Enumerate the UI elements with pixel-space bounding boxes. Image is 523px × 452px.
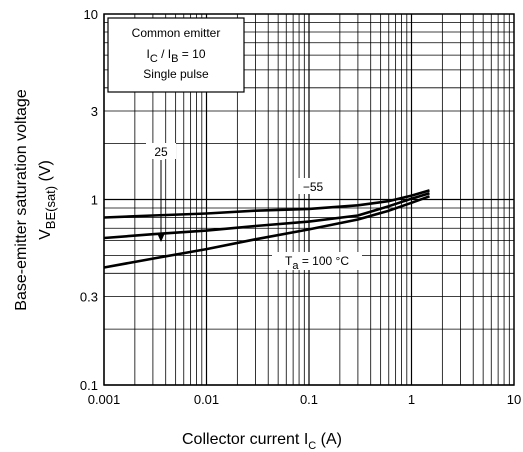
series-label-minus55: −55 [303,180,324,194]
tick-labels: 0.001 0.01 0.1 1 10 0.1 0.3 1 3 10 [80,7,521,407]
y-tick-label: 10 [84,7,98,22]
x-tick-label: 10 [507,392,521,407]
series-label-100-bg [272,252,362,270]
y-tick-label: 1 [91,193,98,208]
series-line-1 [103,192,430,240]
y-tick-label: 3 [91,104,98,119]
series-line-2 [103,195,430,269]
series-line-0 [103,189,430,219]
plot-frame [103,13,515,386]
x-tick-label: 1 [408,392,415,407]
x-tick-label: 0.1 [300,392,318,407]
condition-line-2: IC / IB = 10 [146,47,205,65]
y-axis-label-line2: VBE(sat) (V) [37,160,58,240]
series-label-25-arrowhead [157,233,165,242]
y-tick-label: 0.3 [80,289,98,304]
series-lines [103,189,430,269]
series-label-100: Ta = 100 °C [285,254,349,272]
y-axis-label-line1: Base-emitter saturation voltage [13,89,30,311]
x-tick-label: 0.001 [88,392,121,407]
x-axis-label: Collector current IC (A) [182,431,342,452]
condition-line-1: Common emitter [132,26,221,40]
series-label-25-bg [146,143,176,159]
series-label-minus55-bg [296,178,330,194]
series-label-25: 25 [154,145,168,159]
x-tick-label: 0.01 [194,392,219,407]
condition-line-3: Single pulse [143,67,209,81]
conditions-box [107,17,245,93]
y-tick-label: 0.1 [80,378,98,393]
